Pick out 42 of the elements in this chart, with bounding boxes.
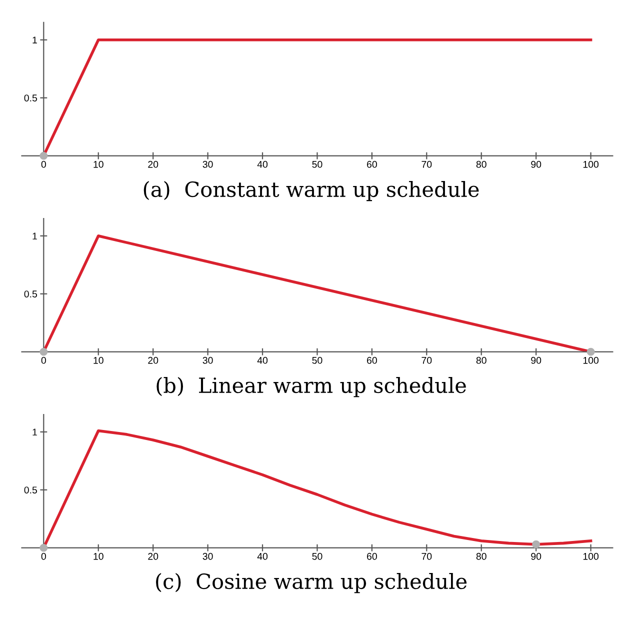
x-tick-label: 80 bbox=[476, 552, 486, 560]
y-tick-label: 1 bbox=[32, 232, 37, 240]
x-tick-label: 0 bbox=[41, 552, 46, 560]
x-tick-label: 60 bbox=[367, 356, 377, 364]
x-tick-label: 90 bbox=[531, 356, 542, 364]
x-tick-label: 60 bbox=[367, 160, 377, 168]
y-tick-label: 0.5 bbox=[24, 94, 37, 102]
x-tick-label: 90 bbox=[531, 160, 542, 168]
x-tick-label: 50 bbox=[312, 356, 322, 364]
x-tick-label: 50 bbox=[312, 552, 322, 560]
x-tick-label: 10 bbox=[94, 356, 104, 364]
x-tick-label: 80 bbox=[476, 356, 486, 364]
x-tick-label: 80 bbox=[476, 160, 486, 168]
x-tick-label: 50 bbox=[312, 160, 322, 168]
x-tick-label: 20 bbox=[148, 552, 158, 560]
x-axis-title: (b) Linear warm up schedule bbox=[156, 377, 466, 398]
x-tick-label: 0 bbox=[41, 356, 46, 364]
x-axis-title: (c) Cosine warm up schedule bbox=[156, 573, 467, 594]
x-axis-title: (a) Constant warm up schedule bbox=[144, 180, 479, 202]
y-tick-label: 0.5 bbox=[24, 486, 37, 494]
y-tick-label: 1 bbox=[32, 428, 37, 436]
x-tick-label: 40 bbox=[257, 356, 268, 364]
x-tick-label: 30 bbox=[202, 356, 213, 364]
x-tick-label: 100 bbox=[583, 356, 599, 364]
x-tick-label: 20 bbox=[148, 356, 158, 364]
x-tick-label: 90 bbox=[531, 552, 542, 560]
x-tick-label: 60 bbox=[367, 552, 377, 560]
x-tick-label: 40 bbox=[257, 552, 268, 560]
x-tick-label: 70 bbox=[422, 552, 432, 560]
x-tick-label: 10 bbox=[94, 552, 104, 560]
x-tick-label: 0 bbox=[41, 160, 46, 168]
x-tick-label: 70 bbox=[422, 356, 432, 364]
x-tick-label: 10 bbox=[94, 160, 104, 168]
x-tick-label: 100 bbox=[583, 552, 599, 560]
x-tick-label: 30 bbox=[202, 160, 213, 168]
x-tick-label: 40 bbox=[257, 160, 268, 168]
x-tick-label: 20 bbox=[148, 160, 158, 168]
y-tick-label: 1 bbox=[32, 36, 37, 44]
x-tick-label: 70 bbox=[422, 160, 432, 168]
x-tick-label: 100 bbox=[583, 160, 599, 168]
x-tick-label: 30 bbox=[202, 552, 213, 560]
y-tick-label: 0.5 bbox=[24, 290, 37, 298]
